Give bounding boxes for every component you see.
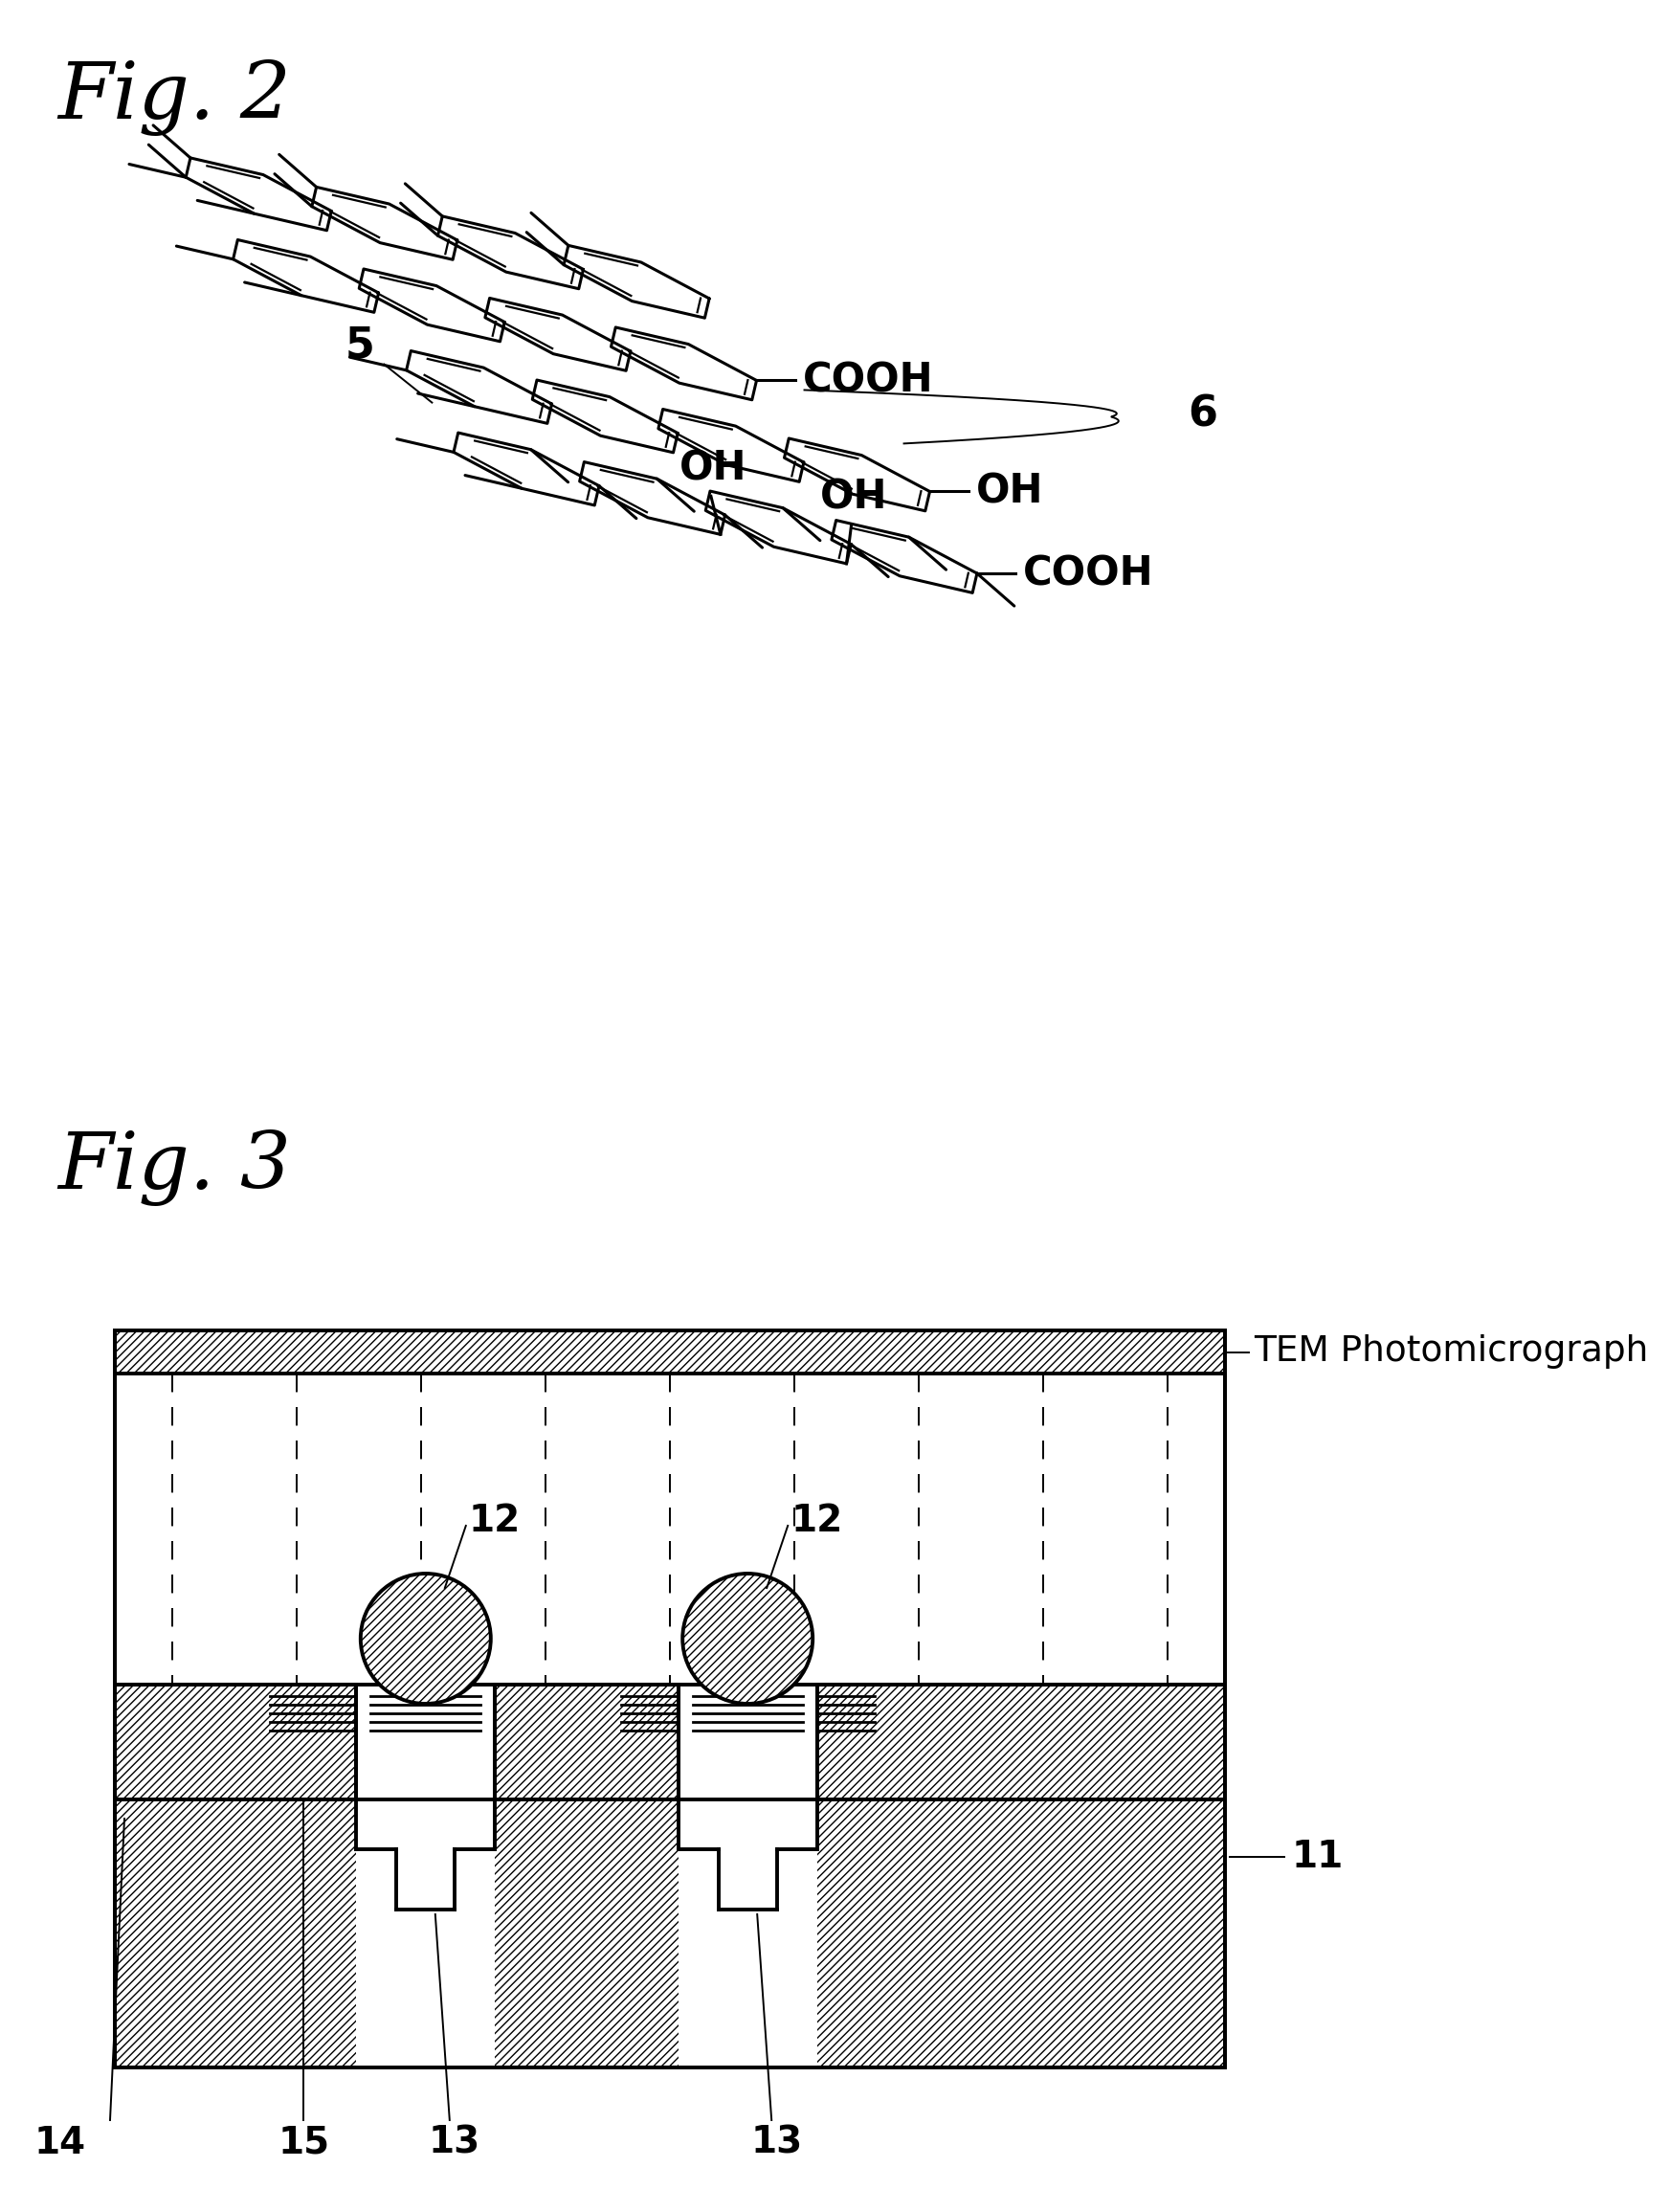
Text: 13: 13 [750,2126,802,2161]
Text: 13: 13 [429,2126,481,2161]
Text: COOH: COOH [1024,553,1154,593]
Text: 12: 12 [469,1502,521,1540]
Bar [678,1801,817,1849]
Text: TEM Photomicrograph: TEM Photomicrograph [1254,1334,1648,1369]
Text: OH: OH [680,449,746,489]
Text: 12: 12 [790,1502,843,1540]
Bar [678,1686,817,2068]
Text: Fig. 3: Fig. 3 [57,1130,291,1206]
Text: COOH: COOH [803,361,934,400]
Bar [115,1329,1226,1374]
Bar [356,1801,494,1849]
Text: 5: 5 [346,325,376,365]
Bar [817,1686,1226,1801]
Circle shape [683,1573,813,1703]
Circle shape [361,1573,491,1703]
Bar [115,1801,1226,2068]
Bar [115,1686,356,1801]
Text: 11: 11 [1293,1838,1344,1876]
Text: Fig. 2: Fig. 2 [57,60,291,135]
Text: OH: OH [820,478,888,518]
Bar [494,1686,678,1801]
Text: 14: 14 [35,2126,87,2161]
Text: 15: 15 [277,2126,329,2161]
Text: 6: 6 [1187,394,1217,436]
Bar [396,1849,454,1909]
Text: OH: OH [975,471,1044,511]
Bar [356,1686,494,2068]
Bar [115,1329,1226,2068]
Bar [718,1849,777,1909]
Bar [115,1329,1226,2068]
